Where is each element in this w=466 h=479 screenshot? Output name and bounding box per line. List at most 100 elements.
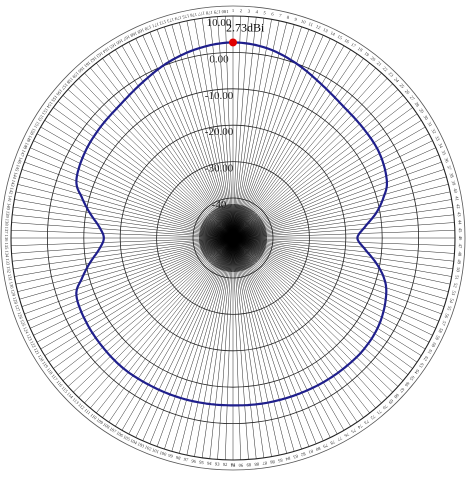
angle-tick-label: 156	[55, 88, 64, 97]
angle-tick-label: 57	[440, 320, 447, 327]
angle-tick-label: 86	[269, 459, 275, 465]
radial-spoke	[84, 237, 234, 404]
angle-tick-label: 12	[315, 24, 322, 31]
angle-tick-label: 144	[12, 172, 19, 181]
angle-tick-label: 117	[50, 373, 59, 382]
angle-tick-label: 3	[248, 9, 251, 14]
angle-tick-label: 85	[277, 458, 283, 464]
radial-spoke	[232, 237, 302, 450]
angle-tick-label: 123	[26, 333, 34, 342]
radial-spoke	[232, 62, 370, 239]
angle-tick-label: 30	[423, 114, 430, 121]
radial-spoke	[232, 237, 331, 438]
angle-tick-label: 109	[96, 417, 105, 426]
angle-tick-label: 139	[5, 211, 11, 219]
angle-tick-label: 174	[174, 15, 183, 22]
angle-tick-label: 128	[12, 296, 19, 305]
angle-tick-label: 92	[223, 462, 228, 467]
angle-tick-label: 19	[363, 51, 370, 58]
angle-tick-label: 153	[41, 107, 49, 116]
radial-spoke	[232, 222, 455, 239]
angle-tick-label: 60	[430, 342, 437, 349]
radial-spoke	[232, 16, 249, 239]
radial-spoke	[232, 184, 449, 239]
angle-tick-label: 152	[37, 114, 45, 123]
radial-spoke	[36, 133, 234, 239]
radial-spoke	[96, 237, 234, 414]
radial-spoke	[57, 237, 234, 375]
radial-spoke	[232, 83, 393, 239]
angle-tick-label: 44	[457, 220, 462, 226]
radial-spoke	[232, 17, 257, 239]
angle-tick-label: 113	[71, 397, 80, 406]
radial-spoke	[232, 237, 451, 285]
radial-spoke	[27, 154, 234, 239]
radial-spoke	[232, 237, 413, 369]
angle-tick-label: 148	[22, 142, 30, 151]
radial-spoke	[232, 101, 409, 239]
angle-tick-label: 28	[414, 101, 421, 108]
angle-tick-label: 172	[158, 19, 167, 26]
radial-spoke	[57, 101, 234, 239]
angle-tick-label: 73	[363, 419, 370, 426]
radial-spoke	[67, 89, 234, 239]
peak-value-label: 2.73dBi	[226, 20, 265, 34]
radial-spoke	[11, 222, 234, 239]
radial-spoke	[232, 237, 249, 460]
angle-tick-label: 78	[329, 439, 336, 446]
radial-spoke	[217, 237, 234, 460]
angle-tick-label: 110	[89, 412, 98, 421]
angle-tick-label: 79	[322, 443, 329, 450]
radial-spoke	[164, 26, 234, 239]
radial-spoke	[232, 176, 447, 239]
radial-spoke	[78, 78, 234, 239]
angle-tick-label: 133	[5, 258, 11, 266]
angle-tick-label: 100	[159, 450, 168, 457]
angle-tick-label: 145	[14, 164, 21, 173]
radial-spoke	[149, 237, 234, 444]
radial-spoke	[232, 237, 295, 452]
angle-tick-label: 68	[393, 393, 400, 400]
angle-tick-label: 137	[4, 227, 9, 235]
angle-tick-label: 169	[136, 27, 145, 35]
angle-tick-label: 135	[4, 242, 9, 250]
angle-tick-label: 67	[398, 387, 405, 394]
angle-tick-label: 149	[25, 134, 33, 143]
radial-spoke	[62, 237, 234, 381]
angle-tick-label: 7	[279, 13, 283, 19]
radial-spoke	[232, 89, 399, 239]
angle-tick-label: 75	[350, 428, 357, 435]
radial-spoke	[156, 237, 234, 447]
radial-spoke	[30, 147, 234, 239]
angle-tick-label: 65	[408, 375, 415, 382]
radial-spoke	[121, 45, 234, 239]
radial-spoke	[232, 35, 324, 239]
angle-tick-label: 55	[446, 305, 452, 312]
angle-tick-label: 24	[393, 77, 400, 84]
angle-tick-label: 25	[399, 82, 406, 89]
radial-spoke	[194, 19, 234, 239]
angle-tick-label: 62	[422, 355, 429, 362]
radial-spoke	[14, 199, 234, 239]
angle-tick-label: 41	[454, 196, 460, 202]
radial-spoke	[232, 22, 287, 239]
angle-tick-label: 80	[314, 446, 321, 453]
angle-tick-label: 37	[446, 165, 452, 172]
radial-spoke	[232, 19, 272, 239]
radial-spoke	[186, 237, 234, 456]
angle-tick-label: 89	[246, 462, 252, 467]
radial-spoke	[90, 67, 234, 239]
angle-tick-label: 40	[453, 188, 459, 194]
angle-tick-label: 122	[29, 340, 37, 349]
radial-spoke	[179, 237, 234, 454]
angle-tick-label: 177	[197, 11, 205, 17]
angle-tick-label: 155	[50, 94, 59, 103]
angle-tick-label: 72	[369, 414, 376, 421]
angle-tick-label: 125	[19, 319, 26, 328]
radial-spoke	[232, 140, 433, 239]
radial-spoke	[232, 45, 345, 239]
radial-spoke	[232, 18, 265, 239]
angle-tick-label: 143	[10, 179, 17, 188]
angle-tick-label: 84	[285, 456, 291, 462]
grid-ring	[83, 88, 383, 388]
